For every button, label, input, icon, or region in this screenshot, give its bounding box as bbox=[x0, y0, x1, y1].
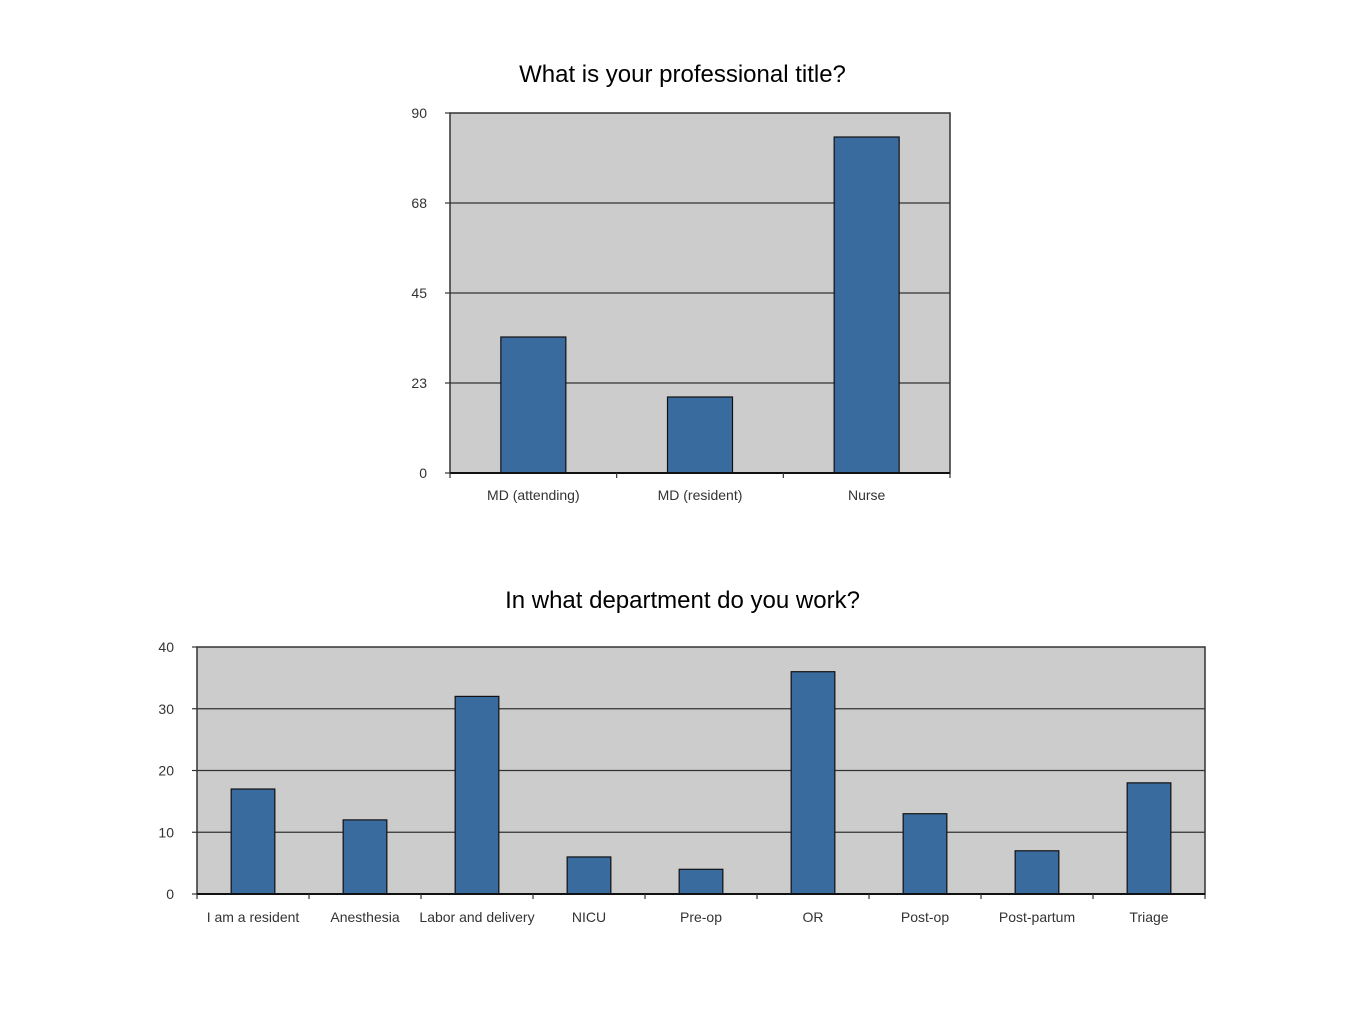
x-tick-label: MD (attending) bbox=[487, 487, 580, 503]
x-tick-label: OR bbox=[803, 909, 824, 925]
chart-title-department: In what department do you work? bbox=[505, 587, 860, 614]
x-tick-label: Labor and delivery bbox=[419, 909, 534, 925]
x-tick-label: Post-partum bbox=[999, 909, 1075, 925]
dept-bar-5 bbox=[790, 671, 836, 895]
x-tick-label: Anesthesia bbox=[330, 909, 399, 925]
prof-bar-0 bbox=[500, 336, 567, 474]
dept-bar-8 bbox=[1126, 782, 1172, 895]
prof-bar-2 bbox=[833, 136, 900, 474]
chart-professional-title: 0 23 45 68 90 MD (attending) MD (resident) Nurs… bbox=[411, 105, 951, 503]
x-tick-label: Post-op bbox=[901, 909, 949, 925]
dept-bar-1 bbox=[342, 819, 388, 895]
y-tick-label: 45 bbox=[411, 285, 427, 301]
x-tick-label: I am a resident bbox=[207, 909, 300, 925]
y-tick-label: 68 bbox=[411, 195, 427, 211]
x-tick-label: Nurse bbox=[848, 487, 886, 503]
x-tick-label: NICU bbox=[572, 909, 606, 925]
dept-bar-3 bbox=[566, 856, 612, 895]
dept-bar-7 bbox=[1014, 850, 1060, 895]
y-tick-label: 90 bbox=[411, 105, 427, 121]
y-tick-label: 10 bbox=[158, 824, 174, 840]
x-tick-label: MD (resident) bbox=[658, 487, 743, 503]
y-tick-label: 23 bbox=[411, 375, 427, 391]
chart-department: 0 10 20 30 40 I am a resident Anesthesia Labor … bbox=[158, 639, 1206, 925]
dept-bar-6 bbox=[902, 813, 948, 895]
prof-bar-1 bbox=[666, 396, 734, 474]
y-tick-label: 0 bbox=[419, 465, 427, 481]
y-tick-label: 30 bbox=[158, 701, 174, 717]
y-tick-label: 0 bbox=[166, 886, 174, 902]
y-tick-label: 40 bbox=[158, 639, 174, 655]
chart-title-professional: What is your professional title? bbox=[519, 61, 846, 88]
dept-bar-2 bbox=[454, 695, 500, 895]
dept-bar-0 bbox=[230, 788, 276, 895]
y-tick-label: 20 bbox=[158, 763, 174, 779]
dept-bar-4 bbox=[678, 868, 724, 895]
x-tick-label: Triage bbox=[1129, 909, 1168, 925]
x-tick-label: Pre-op bbox=[680, 909, 722, 925]
